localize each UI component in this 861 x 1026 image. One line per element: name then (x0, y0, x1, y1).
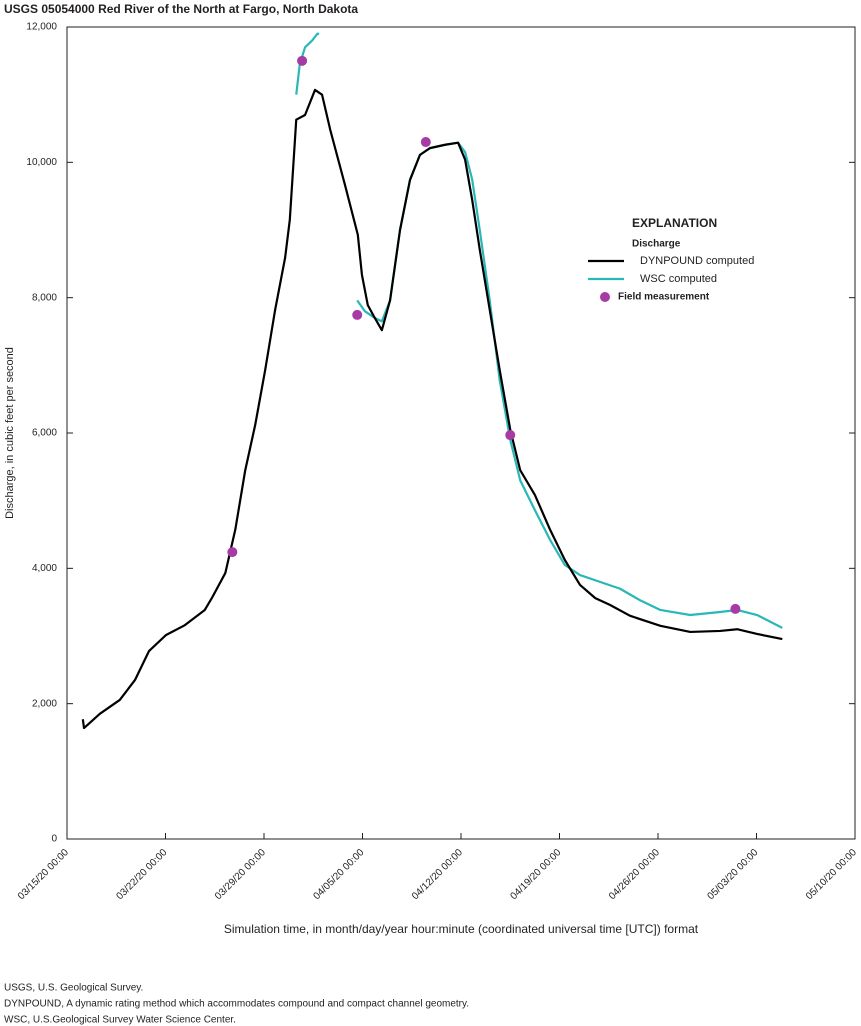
legend-marker (600, 292, 610, 302)
x-axis-label: Simulation time, in month/day/year hour:… (224, 922, 699, 936)
legend-subtitle: Discharge (632, 239, 681, 250)
x-tick-label: 05/03/20 00:00 (706, 847, 761, 902)
legend-label: WSC computed (640, 273, 717, 285)
field-point (730, 603, 741, 614)
x-tick-label: 03/29/20 00:00 (213, 847, 268, 902)
legend-label: Field measurement (618, 292, 710, 303)
chart-title: USGS 05054000 Red River of the North at … (4, 2, 358, 16)
series-line (81, 88, 783, 730)
series-line (295, 32, 783, 629)
legend-title: EXPLANATION (632, 216, 717, 230)
y-tick-label: 2,000 (32, 698, 57, 709)
footnote: DYNPOUND, A dynamic rating method which … (4, 999, 469, 1010)
x-tick-label: 04/05/20 00:00 (312, 847, 367, 902)
y-axis-label: Discharge, in cubic feet per second (4, 347, 16, 519)
footnote: USGS, U.S. Geological Survey. (4, 983, 143, 994)
y-tick-label: 4,000 (32, 563, 57, 574)
footnote: WSC, U.S.Geological Survey Water Science… (4, 1015, 236, 1026)
x-tick-label: 04/19/20 00:00 (509, 847, 564, 902)
x-tick-label: 03/15/20 00:00 (16, 847, 71, 902)
y-tick-label: 8,000 (32, 292, 57, 303)
y-tick-label: 10,000 (26, 157, 57, 168)
field-point (420, 137, 431, 148)
y-tick-label: 12,000 (26, 22, 57, 33)
y-tick-label: 6,000 (32, 428, 57, 439)
x-tick-label: 04/26/20 00:00 (607, 847, 662, 902)
field-point (227, 547, 238, 558)
field-point (505, 430, 516, 441)
legend-label: DYNPOUND computed (640, 255, 754, 267)
x-tick-label: 04/12/20 00:00 (410, 847, 465, 902)
field-point (352, 309, 363, 320)
x-tick-label: 05/10/20 00:00 (804, 847, 859, 902)
field-point (297, 55, 308, 66)
x-tick-label: 03/22/20 00:00 (115, 847, 170, 902)
y-tick-label: 0 (51, 834, 57, 845)
